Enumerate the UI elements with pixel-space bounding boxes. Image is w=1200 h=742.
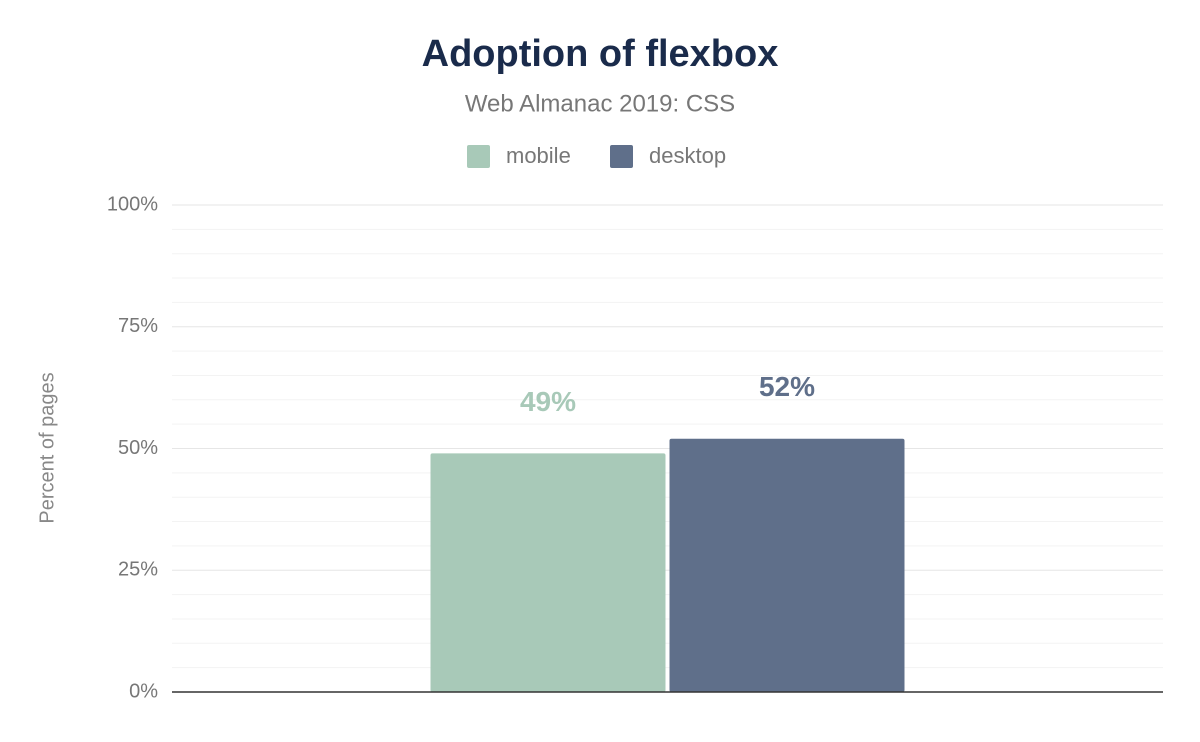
y-tick-label: 75% bbox=[118, 315, 158, 337]
legend-swatch bbox=[467, 145, 490, 168]
data-label: 49% bbox=[520, 386, 576, 417]
y-tick-label: 100% bbox=[107, 193, 158, 215]
y-tick-label: 50% bbox=[118, 437, 158, 459]
y-axis-title: Percent of pages bbox=[36, 372, 58, 523]
y-tick-label: 25% bbox=[118, 559, 158, 581]
legend-label: desktop bbox=[649, 143, 726, 168]
bar bbox=[430, 453, 666, 692]
chart-title: Adoption of flexbox bbox=[422, 33, 779, 75]
legend-label: mobile bbox=[506, 143, 571, 168]
y-tick-label: 0% bbox=[129, 680, 158, 702]
bar bbox=[669, 438, 905, 692]
data-label: 52% bbox=[759, 371, 815, 402]
chart-subtitle: Web Almanac 2019: CSS bbox=[465, 90, 735, 117]
legend-swatch bbox=[610, 145, 633, 168]
